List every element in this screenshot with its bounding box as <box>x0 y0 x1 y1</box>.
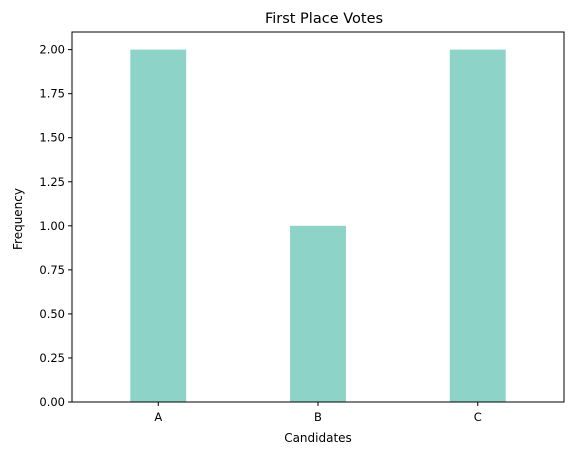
y-tick-label: 1.25 <box>39 175 65 189</box>
y-tick-label: 0.75 <box>39 263 65 277</box>
y-tick-label: 2.00 <box>39 43 65 57</box>
y-tick-label: 0.25 <box>39 351 65 365</box>
y-axis-label: Frequency <box>11 188 25 250</box>
x-tick-label-a: A <box>154 410 162 424</box>
y-axis: 0.00 0.25 0.50 0.75 1.00 1.25 1.50 1.75 2.00 <box>39 43 72 409</box>
y-tick-label: 1.50 <box>39 131 65 145</box>
y-tick-label: 1.75 <box>39 87 65 101</box>
plot-area: 0.00 0.25 0.50 0.75 1.00 1.25 1.50 1.75 2.00 A B C <box>39 32 564 424</box>
bar-b <box>290 226 346 402</box>
bars <box>130 50 505 402</box>
y-tick-label: 0.50 <box>39 307 65 321</box>
x-tick-label-b: B <box>314 410 322 424</box>
chart-title: First Place Votes <box>265 11 383 27</box>
x-axis: A B C <box>154 402 481 424</box>
bar-a <box>130 50 186 402</box>
x-axis-label: Candidates <box>284 431 352 445</box>
bar-c <box>450 50 506 402</box>
x-tick-label-c: C <box>474 410 482 424</box>
y-tick-label: 0.00 <box>39 395 65 409</box>
y-tick-label: 1.00 <box>39 219 65 233</box>
